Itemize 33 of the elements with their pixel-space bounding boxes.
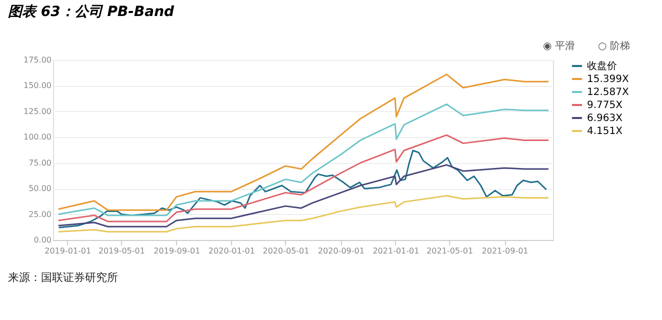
text: ◉ 平滑 [543, 40, 575, 52]
x-tick-label: 2021-01-01 [372, 246, 420, 256]
x-tick-label: 2020-01-01 [208, 246, 255, 256]
legend-label: 15.399X [587, 74, 629, 85]
line-series [58, 103, 550, 216]
line-series [58, 134, 550, 222]
y-tick-label: 100.00 [24, 132, 52, 142]
x-tick-label: 2021-09-01 [482, 246, 528, 256]
x-tick-label: 2020-05-01 [262, 246, 310, 256]
x-tick-label: 2019-05-01 [98, 246, 145, 256]
y-tick-label: 25.00 [28, 210, 52, 219]
x-tick-label: 2019-01-01 [44, 246, 92, 256]
legend-label: 4.151X [587, 126, 623, 137]
y-tick-label: 125.00 [24, 106, 52, 116]
y-tick-label: 150.00 [24, 81, 52, 90]
y-tick-label: 75.00 [28, 158, 52, 168]
x-tick-label: 2020-09-01 [318, 246, 364, 256]
x-tick-label: 2021-05-01 [426, 246, 474, 256]
text: ○ 阶梯 [598, 40, 630, 52]
line-series [58, 150, 548, 228]
legend-label: 收盘价 [587, 60, 617, 72]
line-series [58, 74, 550, 211]
line-series [58, 164, 550, 228]
source-note: 来源：国联证券研究所 [8, 271, 118, 284]
y-tick-label: 175.00 [24, 56, 52, 64]
x-tick-label: 2019-09-01 [154, 246, 200, 256]
legend-label: 6.963X [587, 113, 623, 124]
y-tick-label: 50.00 [28, 184, 52, 194]
line-series [58, 195, 550, 233]
legend-label: 9.775X [587, 100, 623, 111]
y-tick-label: 0.00 [34, 236, 52, 244]
chart-title: 图表 63：公司 PB-Band [8, 4, 176, 20]
legend-label: 12.587X [587, 87, 629, 98]
